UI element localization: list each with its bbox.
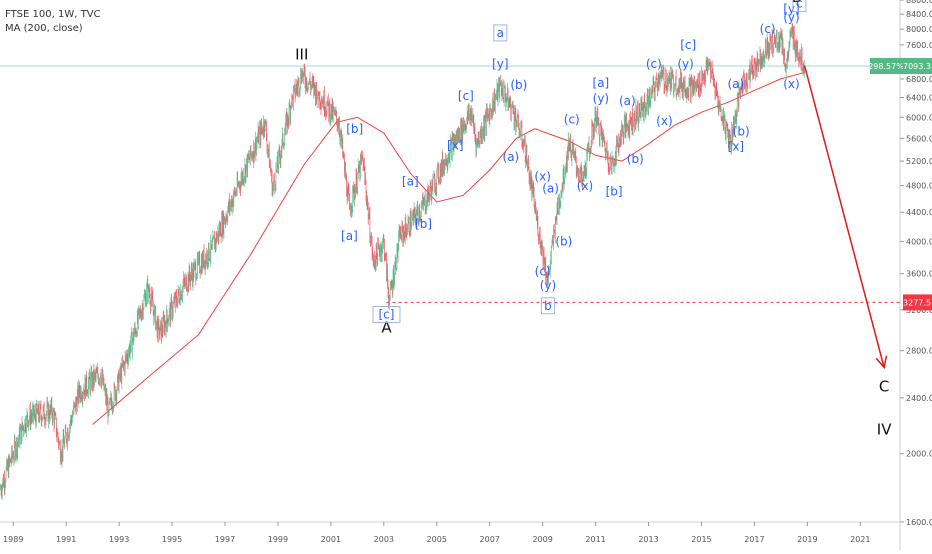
x-tick-label: 2009: [532, 535, 552, 544]
projection-arrow-line: [803, 65, 885, 368]
wave-label: [c]: [378, 307, 394, 321]
wave-label: [b]: [346, 122, 363, 136]
percent-badge-text: 298.57%: [868, 62, 904, 71]
wave-label: a: [497, 26, 504, 40]
wave-label: (x): [783, 77, 799, 91]
wave-label: [a]: [593, 76, 610, 90]
wave-label: (c): [646, 57, 662, 71]
y-tick-label: 5200.0: [906, 157, 932, 166]
wave-label: (a): [619, 94, 636, 108]
wave-label: III: [295, 45, 308, 63]
x-tick-label: 2001: [321, 535, 341, 544]
y-tick-label: 4800.0: [906, 182, 932, 191]
y-tick-label: 7600.0: [906, 41, 932, 50]
wave-label: [a]: [402, 175, 419, 189]
wave-label: (c): [564, 112, 580, 126]
x-tick-label: 1989: [3, 535, 23, 544]
wave-label: C: [879, 378, 889, 396]
wave-label: (b): [627, 152, 644, 166]
wave-label: b: [544, 299, 552, 313]
y-tick-label: 4000.0: [906, 237, 932, 246]
percent-badge: [870, 58, 903, 75]
wave-label: (y): [593, 91, 609, 105]
wave-label: (c): [760, 22, 776, 36]
wave-label: (a): [728, 77, 745, 91]
last-price-badge: [903, 58, 932, 75]
y-tick-label: 1600.0: [906, 518, 932, 527]
x-tick-label: 1993: [109, 535, 129, 544]
wave-label-box: [792, 0, 807, 12]
y-tick-label: 6800.0: [906, 75, 932, 84]
wave-label-box: [493, 24, 508, 42]
projection-arrow-head: [875, 355, 888, 370]
wave-label: [x]: [447, 139, 463, 153]
x-tick-label: 2019: [797, 535, 817, 544]
wave-label-box: [540, 297, 555, 315]
indicator-title: MA (200, close): [5, 23, 83, 34]
wave-label: (y): [540, 278, 556, 292]
x-tick-label: 1997: [215, 535, 235, 544]
wave-label: [y]: [492, 57, 508, 71]
x-tick-label: 1999: [268, 535, 288, 544]
y-tick-label: 6400.0: [906, 94, 932, 103]
x-tick-label: 2005: [427, 535, 447, 544]
x-tick-label: 2007: [480, 535, 500, 544]
wave-label: [x]: [728, 140, 744, 154]
x-tick-label: 1995: [162, 535, 182, 544]
y-tick-label: 8000.0: [906, 25, 932, 34]
wave-label: [c]: [680, 38, 696, 52]
y-tick-label: 8800.0: [906, 0, 932, 5]
x-tick-label: 2013: [638, 535, 658, 544]
wave-label: (x): [577, 179, 593, 193]
x-tick-label: 2003: [374, 535, 394, 544]
x-tick-label: 2021: [850, 535, 870, 544]
wave-label: c: [796, 0, 803, 10]
wave-label: (a): [542, 182, 559, 196]
y-tick-label: 2000.0: [906, 450, 932, 459]
ma-200-line: [92, 71, 805, 425]
support-price-badge: [903, 294, 932, 311]
wave-label: (x): [656, 114, 672, 128]
y-tick-label: 2400.0: [906, 394, 932, 403]
wave-label: [b]: [606, 184, 623, 198]
wave-label: [y]: [783, 2, 799, 16]
y-tick-label: 4400.0: [906, 208, 932, 217]
x-tick-label: 1991: [56, 535, 76, 544]
support-price-badge-text: 3277.5: [903, 298, 931, 307]
wave-label: (b): [510, 78, 527, 92]
wave-label: [a]: [341, 229, 358, 243]
price-candles: [0, 23, 806, 501]
y-tick-label: 6000.0: [906, 113, 932, 122]
wave-label: (b): [555, 234, 572, 248]
wave-label-box: [372, 305, 401, 323]
x-tick-label: 2015: [691, 535, 711, 544]
x-tick-label: 2017: [744, 535, 764, 544]
wave-label: (b): [733, 125, 750, 139]
wave-label: (a): [503, 150, 520, 164]
chart-legend: FTSE 100, 1W, TVC MA (200, close): [5, 8, 101, 36]
y-tick-label: 3600.0: [906, 270, 932, 279]
wave-label: (y): [783, 11, 799, 25]
wave-label: [c]: [458, 89, 474, 103]
wave-label: [b]: [415, 217, 432, 231]
last-price-badge-text: 7093.3: [903, 62, 931, 71]
wave-label: A: [381, 319, 392, 337]
wave-label: IV: [877, 420, 892, 438]
x-tick-label: 2011: [585, 535, 605, 544]
symbol-title: FTSE 100, 1W, TVC: [5, 9, 101, 20]
wave-label: (y): [677, 57, 693, 71]
wave-label: (c): [535, 264, 551, 278]
y-tick-label: 2800.0: [906, 347, 932, 356]
y-tick-label: 8400.0: [906, 10, 932, 19]
wave-label: (x): [534, 170, 550, 184]
y-tick-label: 5600.0: [906, 134, 932, 143]
wave-label: B: [792, 0, 802, 6]
